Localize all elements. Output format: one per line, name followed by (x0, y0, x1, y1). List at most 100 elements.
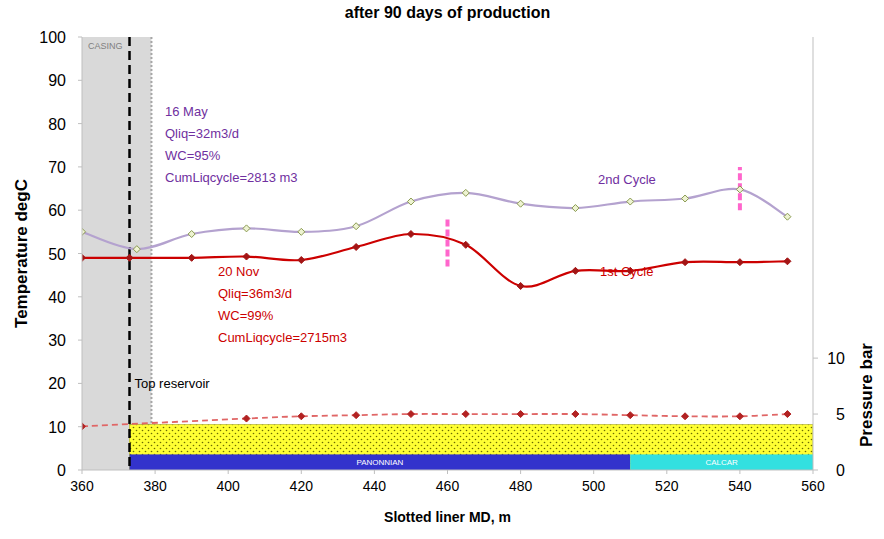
y-tick-label: 20 (48, 375, 66, 392)
x-tick (447, 470, 448, 474)
title: after 90 days of production (345, 4, 550, 21)
annotation: Qliq=32m3/d (165, 126, 239, 141)
x-tick-label: 480 (509, 478, 533, 494)
series-marker (298, 228, 305, 235)
x-tick-label: 520 (655, 478, 679, 494)
series-marker (407, 198, 414, 205)
series-marker (243, 415, 250, 422)
x-tick (374, 470, 375, 474)
y-tick (78, 123, 82, 124)
lithology-label: CALCAR (705, 458, 738, 467)
y-tick (78, 470, 82, 471)
annotation: Qliq=36m3/d (218, 286, 292, 301)
series-marker (572, 205, 579, 212)
series-line (82, 189, 787, 249)
y-tick (78, 253, 82, 254)
x-tick (82, 470, 83, 474)
series-marker (627, 412, 634, 419)
top-reservoir-line (128, 37, 131, 470)
x-tick (228, 470, 229, 474)
top-reservoir-label: Top reservoir (135, 376, 211, 391)
series-marker (784, 411, 791, 418)
x-tick (301, 470, 302, 474)
annotation: CumLiqcycle=2813 m3 (165, 170, 298, 185)
series-marker (407, 231, 414, 238)
series-marker (82, 254, 86, 261)
lithology-label: PANONNIAN (356, 458, 403, 467)
series-marker (517, 200, 524, 207)
series-marker (517, 411, 524, 418)
series-line (82, 234, 787, 287)
annotation: CumLiqcycle=2715m3 (218, 330, 347, 345)
series-marker (353, 412, 360, 419)
series-marker (682, 413, 689, 420)
y2-axis-title: Pressure bar (857, 343, 876, 447)
series-marker (736, 186, 743, 193)
series-marker (82, 423, 86, 430)
series-marker (353, 223, 360, 230)
series-label: 2nd Cycle (598, 172, 656, 187)
series-marker (572, 267, 579, 274)
series-marker (682, 195, 689, 202)
series-marker (126, 254, 133, 261)
series-marker (736, 413, 743, 420)
reservoir-band (130, 425, 813, 470)
x-tick (520, 470, 521, 474)
x-tick (813, 470, 814, 474)
y2-axis-line (813, 37, 814, 470)
y-tick-label: 0 (57, 462, 66, 479)
y-tick-label: 30 (48, 332, 66, 349)
y-tick (78, 340, 82, 341)
series-marker (682, 259, 689, 266)
casing-area (82, 37, 151, 470)
cycle-mark (446, 219, 450, 267)
series-marker (82, 228, 86, 235)
y-axis-title: Temperature degC (12, 179, 31, 328)
series-marker (133, 246, 140, 253)
x-tick-label: 360 (70, 478, 94, 494)
y-tick (78, 426, 82, 427)
series-marker (517, 282, 524, 289)
y-tick-label: 40 (48, 289, 66, 306)
x-tick-label: 400 (217, 478, 241, 494)
y-tick-label: 90 (48, 72, 66, 89)
y-tick (78, 166, 82, 167)
x-tick-label: 420 (290, 478, 314, 494)
series-marker (462, 189, 469, 196)
y-tick-label: 80 (48, 116, 66, 133)
series-marker (243, 225, 250, 232)
y2-tick (813, 358, 818, 359)
annotation: 20 Nov (218, 264, 260, 279)
y-tick (78, 80, 82, 81)
series-marker (462, 411, 469, 418)
series-marker (572, 411, 579, 418)
y2-tick (813, 414, 818, 415)
casing-label: CASING (88, 41, 123, 51)
series-marker (736, 259, 743, 266)
series-marker (188, 254, 195, 261)
y2-tick (813, 470, 818, 471)
y2-tick-label: 10 (827, 350, 845, 367)
series-marker (243, 253, 250, 260)
y-tick-label: 70 (48, 159, 66, 176)
series-marker (784, 258, 791, 265)
series-marker (784, 213, 791, 220)
series-marker (298, 256, 305, 263)
series-marker (627, 198, 634, 205)
lithology-band (130, 454, 631, 470)
chart: after 90 days of production3603804004204… (0, 0, 884, 539)
x-tick-label: 540 (728, 478, 752, 494)
x-tick (155, 470, 156, 474)
x-tick-label: 500 (582, 478, 606, 494)
annotation: WC=95% (165, 148, 221, 163)
y2-tick-label: 5 (836, 406, 845, 423)
y-tick-label: 60 (48, 202, 66, 219)
y-tick (78, 37, 82, 38)
y-tick (78, 383, 82, 384)
series-marker (353, 244, 360, 251)
x-tick (593, 470, 594, 474)
casing-end-line (150, 37, 152, 470)
x-tick-label: 440 (363, 478, 387, 494)
y2-tick-label: 0 (836, 462, 845, 479)
annotation: 16 May (165, 104, 208, 119)
